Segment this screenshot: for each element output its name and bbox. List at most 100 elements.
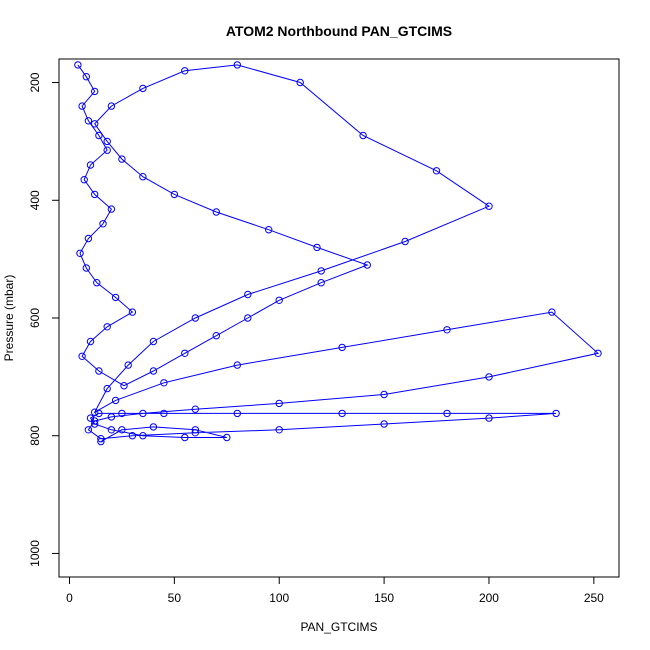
data-point — [380, 390, 388, 399]
data-point — [74, 61, 82, 69]
y-axis-label: Pressure (mbar) — [2, 275, 16, 362]
data-point — [78, 102, 86, 110]
data-point — [191, 426, 200, 434]
data-point — [120, 382, 128, 390]
series-layer — [74, 61, 602, 446]
data-point — [275, 296, 283, 304]
data-point — [95, 367, 103, 375]
data-point — [212, 208, 221, 216]
data-point — [313, 243, 321, 252]
data-point — [275, 399, 283, 408]
data-point — [552, 409, 560, 418]
data-point — [485, 414, 493, 422]
data-point — [107, 205, 116, 213]
data-point — [181, 67, 189, 75]
data-point — [103, 146, 111, 154]
data-point — [97, 435, 105, 443]
series-line — [77, 64, 600, 443]
data-point — [128, 308, 137, 316]
data-point — [111, 293, 120, 302]
data-point — [401, 237, 409, 246]
x-tick-label: 150 — [374, 591, 394, 605]
data-point — [548, 308, 556, 316]
data-point — [139, 409, 147, 418]
data-point — [91, 420, 99, 428]
data-point — [317, 267, 325, 275]
data-point — [191, 314, 200, 322]
data-point — [103, 384, 111, 393]
data-point — [103, 137, 111, 146]
y-tick-label: 400 — [28, 190, 42, 210]
data-point — [181, 349, 189, 357]
data-point — [84, 426, 93, 434]
data-point — [91, 120, 99, 128]
data-point — [118, 409, 126, 418]
data-point — [191, 429, 200, 437]
data-point — [103, 323, 111, 331]
data-point — [338, 343, 346, 352]
data-point — [139, 84, 147, 93]
data-point — [93, 279, 101, 287]
data-point — [181, 433, 189, 442]
data-point — [275, 426, 283, 434]
data-point — [244, 314, 252, 322]
y-tick-label: 200 — [28, 72, 42, 92]
data-point — [233, 409, 242, 418]
chart-title: ATOM2 Northbound PAN_GTCIMS — [226, 23, 452, 39]
data-point — [233, 61, 242, 69]
data-point — [380, 420, 388, 428]
data-point — [86, 414, 95, 422]
data-point — [191, 405, 200, 413]
data-point — [86, 337, 95, 346]
data-point — [118, 155, 126, 163]
data-point — [212, 332, 221, 340]
data-point — [223, 433, 231, 442]
x-tick-label: 50 — [168, 591, 182, 605]
data-point — [139, 173, 147, 181]
data-point — [149, 423, 158, 431]
data-point — [91, 408, 99, 416]
data-point — [107, 426, 116, 434]
y-axis: 200 400 600 800 1000 — [28, 72, 60, 567]
data-point — [244, 290, 252, 299]
data-point — [128, 432, 137, 440]
data-point — [317, 279, 325, 287]
data-point — [432, 167, 441, 175]
y-tick-label: 1000 — [28, 540, 42, 567]
data-point — [160, 409, 168, 418]
data-point — [78, 352, 86, 360]
data-point — [170, 190, 179, 199]
data-point — [111, 396, 120, 405]
data-point — [139, 432, 147, 440]
data-point — [84, 117, 93, 125]
data-point — [124, 361, 132, 369]
data-point — [485, 202, 493, 210]
data-point — [107, 102, 116, 110]
data-point — [233, 361, 242, 369]
y-tick-label: 800 — [28, 425, 42, 445]
plot-frame — [58, 58, 620, 578]
data-point — [82, 264, 91, 272]
data-point — [95, 131, 103, 140]
data-point — [160, 379, 168, 387]
data-point — [82, 73, 91, 81]
x-tick-label: 200 — [479, 591, 499, 605]
x-tick-label: 250 — [584, 591, 604, 605]
data-point — [363, 261, 371, 269]
x-tick-label: 100 — [269, 591, 289, 605]
data-point — [118, 426, 126, 434]
data-point — [443, 409, 451, 418]
data-point — [443, 326, 451, 334]
data-point — [99, 220, 107, 228]
data-point — [76, 249, 84, 258]
data-point — [86, 161, 95, 169]
data-point — [107, 413, 116, 421]
data-point — [359, 131, 367, 140]
data-point — [296, 78, 304, 87]
data-point — [265, 226, 273, 234]
data-point — [149, 337, 158, 346]
data-point — [485, 373, 493, 381]
x-axis-label: PAN_GTCIMS — [300, 620, 377, 634]
data-point — [338, 409, 346, 418]
